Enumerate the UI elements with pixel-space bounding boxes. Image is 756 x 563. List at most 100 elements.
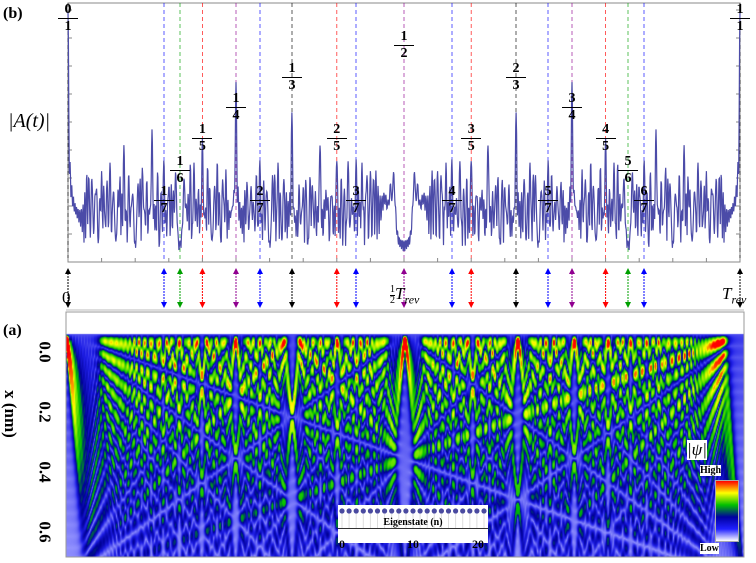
panel-b-label: (b) <box>3 5 23 22</box>
fraction-numerator: 2 <box>326 123 347 139</box>
fraction-denominator: 7 <box>544 201 552 216</box>
eigenstate-dot <box>481 508 487 514</box>
inset-tick-10: 10 <box>407 537 419 551</box>
eigenstate-dot <box>339 508 345 514</box>
fraction-numerator: 5 <box>538 185 558 201</box>
eigenstate-dot <box>374 508 381 514</box>
fraction-denominator: 2 <box>400 46 408 61</box>
eigenstate-dot <box>424 508 430 514</box>
ytick-0.2: 0.2 <box>35 401 55 423</box>
eigenstate-dot <box>360 508 366 514</box>
xtick-trev: Trev <box>722 284 747 307</box>
colorbar-high-label: High <box>700 465 722 476</box>
arrow-up-icon <box>288 268 295 274</box>
fraction-numerator: 3 <box>461 123 482 139</box>
fraction-numerator: 3 <box>345 185 366 201</box>
arrow-down-icon <box>288 302 295 308</box>
arrow-up-icon <box>199 268 206 274</box>
eigenstate-dot <box>396 508 402 514</box>
eigenstate-dot <box>367 508 373 514</box>
fraction-denominator: 7 <box>448 201 456 216</box>
eigenstate-dot <box>453 508 459 514</box>
fraction-denominator: 6 <box>176 171 184 186</box>
arrow-up-icon <box>569 268 575 274</box>
arrow-down-icon <box>160 302 167 308</box>
fraction-numerator: 1 <box>192 123 213 139</box>
fraction-numerator: 6 <box>634 185 654 201</box>
revival-plot <box>65 2 744 311</box>
fraction-numerator: 0 <box>58 3 78 19</box>
fraction-denominator: 7 <box>160 201 168 216</box>
arrow-up-icon <box>449 268 456 274</box>
ytick-0.6: 0.6 <box>35 521 55 543</box>
fraction-numerator: 4 <box>442 185 462 201</box>
fraction-denominator: 7 <box>256 201 264 216</box>
fraction-numerator: 1 <box>153 185 174 201</box>
arrow-down-icon <box>65 302 71 308</box>
arrow-up-icon <box>624 268 631 274</box>
arrow-down-icon <box>624 302 631 308</box>
eigenstate-dot <box>346 508 352 514</box>
eigenstate-dot <box>389 508 395 514</box>
eigenstate-dot <box>438 508 444 514</box>
inset-xlabel: Eigenstate (n) <box>383 517 443 528</box>
eigenstate-dot <box>460 508 466 514</box>
arrow-down-icon <box>468 302 475 308</box>
arrow-up-icon <box>333 268 340 274</box>
eigenstate-dot <box>353 508 359 514</box>
eigenstate-dot <box>467 508 473 514</box>
arrow-up-icon <box>401 268 407 274</box>
fraction-denominator: 5 <box>467 139 475 154</box>
fraction-numerator: 2 <box>506 62 526 78</box>
fraction-denominator: 5 <box>198 139 206 154</box>
arrow-up-icon <box>545 268 552 274</box>
arrow-down-icon <box>199 302 206 308</box>
eigenstate-dot <box>431 508 437 514</box>
fraction-denominator: 3 <box>512 78 520 93</box>
eigenstate-dot <box>382 508 388 514</box>
eigenstate-dot <box>417 508 423 514</box>
panel-b-ylabel: |A(t)| <box>8 110 51 132</box>
eigenstate-dot <box>445 508 452 514</box>
arrow-up-icon <box>256 268 263 274</box>
fraction-denominator: 3 <box>288 78 296 93</box>
panel-a-label: (a) <box>3 322 22 339</box>
eigenstate-dot <box>410 508 416 514</box>
fraction-numerator: 1 <box>394 30 414 46</box>
eigenstate-inset: Eigenstate (n) <box>338 505 488 543</box>
arrow-down-icon <box>569 302 575 308</box>
fraction-denominator: 4 <box>232 108 240 123</box>
arrow-up-icon <box>641 268 648 274</box>
eigenstate-dots <box>338 508 488 529</box>
arrow-down-icon <box>333 302 340 308</box>
xtick-zero: 0 <box>62 288 71 307</box>
colorbar <box>715 480 739 542</box>
fraction-numerator: 5 <box>617 155 638 171</box>
fraction-numerator: 3 <box>562 92 582 108</box>
arrow-down-icon <box>545 302 552 308</box>
ytick-0.4: 0.4 <box>35 461 55 483</box>
fraction-denominator: 1 <box>736 19 744 34</box>
fraction-numerator: 2 <box>249 185 270 201</box>
arrow-down-icon <box>641 302 648 308</box>
arrow-down-icon <box>449 302 456 308</box>
arrow-up-icon <box>602 268 609 274</box>
arrow-down-icon <box>256 302 263 308</box>
fraction-numerator: 1 <box>226 92 246 108</box>
arrow-down-icon <box>401 302 407 308</box>
eigenstate-dot <box>403 508 409 514</box>
